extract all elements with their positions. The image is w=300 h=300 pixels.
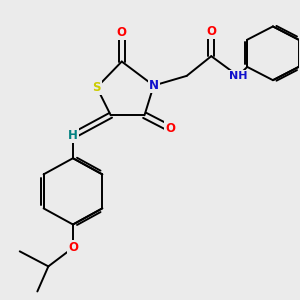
Text: N: N: [149, 79, 159, 92]
Text: O: O: [165, 122, 175, 135]
Text: S: S: [92, 81, 101, 94]
Text: O: O: [206, 25, 216, 38]
Text: NH: NH: [229, 71, 247, 81]
Text: O: O: [68, 241, 78, 254]
Text: O: O: [117, 26, 127, 39]
Text: H: H: [68, 129, 78, 142]
